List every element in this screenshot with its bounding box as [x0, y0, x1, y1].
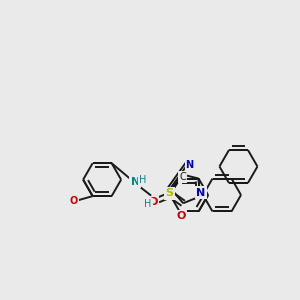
Text: C: C	[179, 172, 186, 182]
Text: S: S	[166, 188, 174, 199]
Text: O: O	[148, 197, 158, 207]
Text: O: O	[70, 196, 78, 206]
Text: H: H	[145, 199, 152, 208]
Text: O: O	[177, 212, 186, 221]
Text: N: N	[185, 160, 194, 170]
Text: H: H	[140, 175, 147, 184]
Text: N: N	[196, 188, 206, 197]
Text: N: N	[130, 177, 140, 187]
